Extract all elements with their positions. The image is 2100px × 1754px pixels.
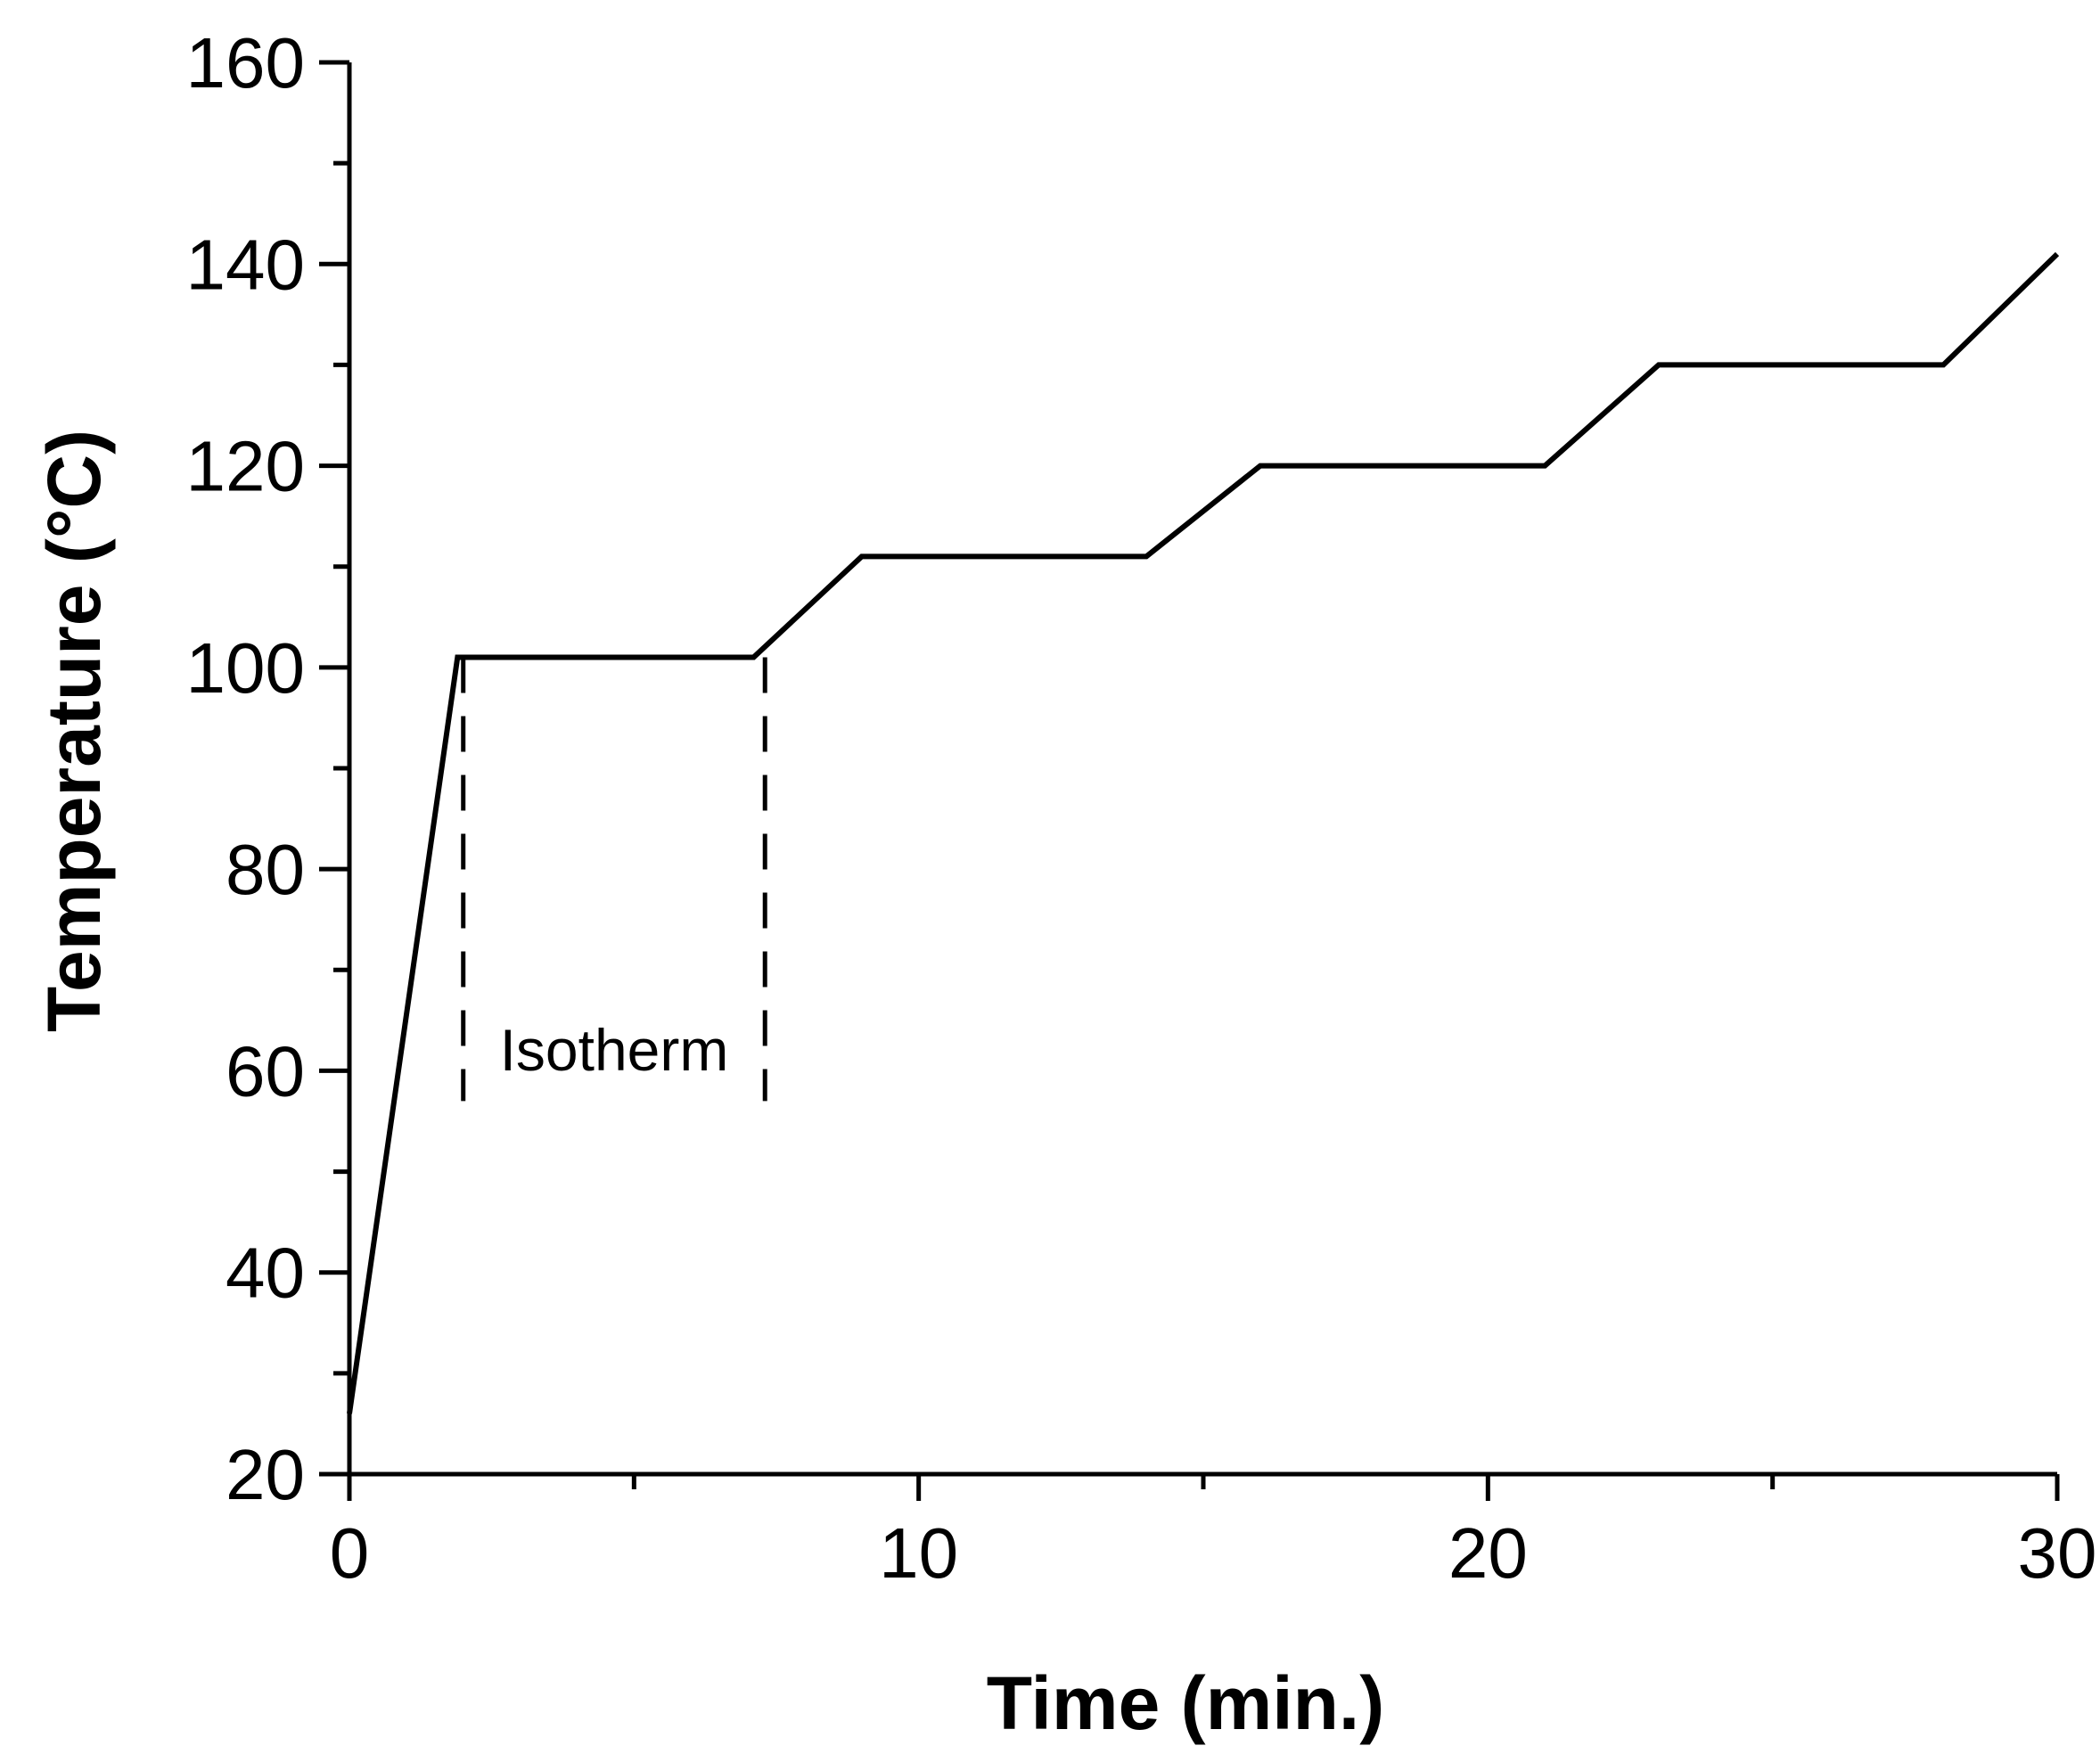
- y-tick-label: 120: [186, 427, 305, 506]
- y-tick-label: 100: [186, 628, 305, 708]
- x-axis-title: Time (min.): [987, 1661, 1385, 1745]
- y-axis-title: Temperature (°C): [32, 430, 116, 1032]
- x-tick-label: 20: [1448, 1513, 1528, 1593]
- y-tick-label: 160: [186, 23, 305, 102]
- x-tick-label: 10: [879, 1513, 958, 1593]
- axes: 20 40 60 80 100 120 140 160 0 10 20 30: [186, 23, 2097, 1593]
- isotherm-annotation: Isotherm: [461, 657, 767, 1102]
- y-tick-label: 80: [226, 830, 305, 909]
- x-tick-label: 30: [2018, 1513, 2097, 1593]
- x-tick-label: 0: [330, 1513, 370, 1593]
- series-line-0: [347, 251, 2060, 1414]
- y-tick-label: 40: [226, 1234, 305, 1313]
- y-tick-label: 20: [226, 1435, 305, 1514]
- series-layer: [347, 251, 2060, 1414]
- y-tick-label: 140: [186, 225, 305, 304]
- y-tick-label: 60: [226, 1031, 305, 1111]
- isotherm-label: Isotherm: [500, 1017, 729, 1083]
